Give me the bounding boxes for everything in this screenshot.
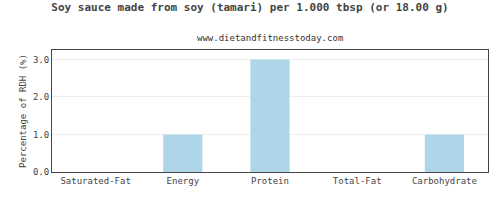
- svg-text:1.0: 1.0: [33, 130, 49, 140]
- svg-text:0.0: 0.0: [33, 167, 49, 177]
- svg-text:3.0: 3.0: [33, 55, 49, 65]
- svg-text:Total-Fat: Total-Fat: [333, 176, 382, 186]
- svg-text:2.0: 2.0: [33, 92, 49, 102]
- svg-text:Saturated-Fat: Saturated-Fat: [60, 176, 130, 186]
- svg-text:Carbohydrate: Carbohydrate: [412, 176, 477, 186]
- svg-text:Energy: Energy: [167, 176, 200, 186]
- svg-text:www.dietandfitnesstoday.com: www.dietandfitnesstoday.com: [197, 33, 343, 43]
- svg-text:Percentage of RDH (%): Percentage of RDH (%): [18, 54, 28, 168]
- svg-text:Soy sauce made from soy (tamar: Soy sauce made from soy (tamari) per 1.0…: [51, 1, 448, 14]
- svg-text:Protein: Protein: [251, 176, 289, 186]
